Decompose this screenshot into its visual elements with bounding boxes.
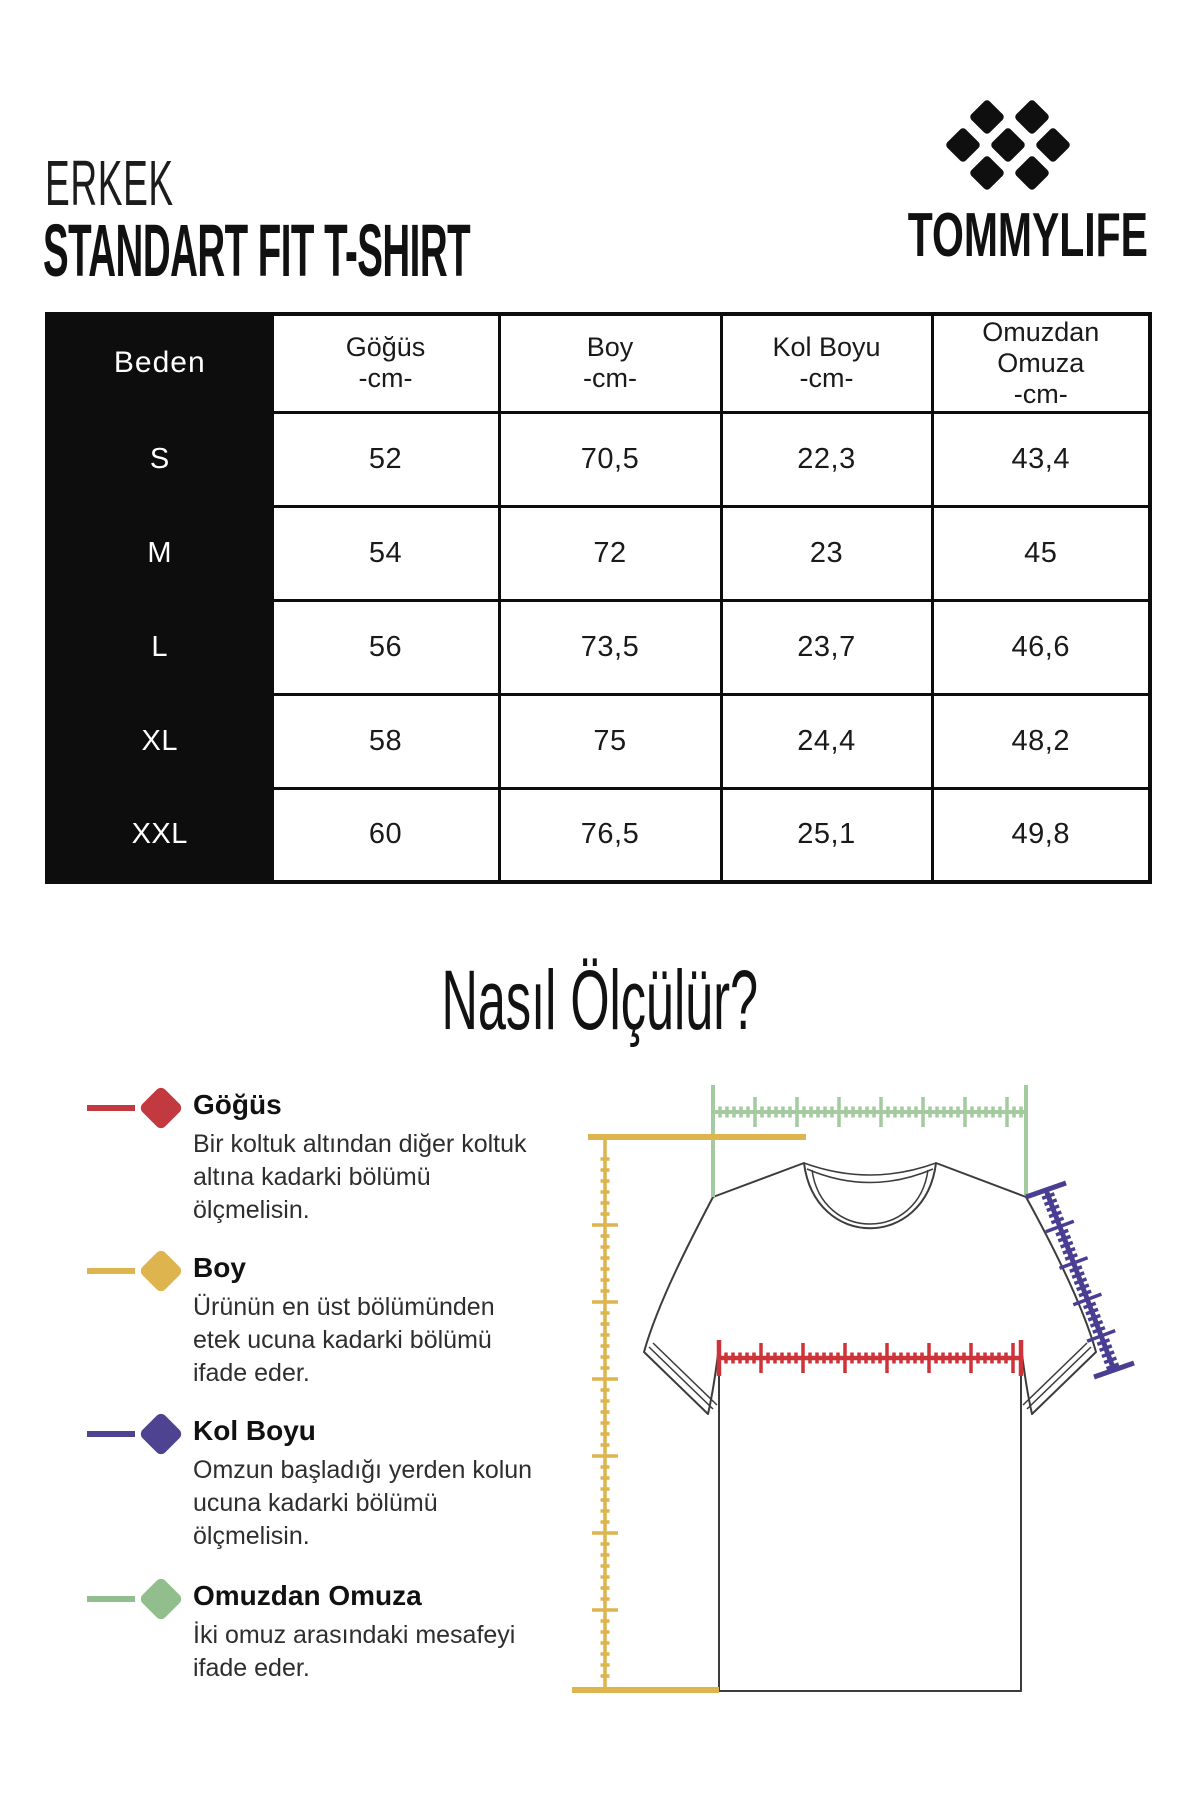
tshirt-outline	[643, 1162, 1097, 1692]
value-cell: 25,1	[719, 786, 934, 884]
value-cell: 22,3	[719, 410, 934, 508]
value-cell: 70,5	[497, 410, 723, 508]
legend-item-shoulder: Omuzdan Omuza İki omuz arasındaki mesafe…	[85, 1578, 545, 1685]
legend-item-sleeve: Kol Boyu Omzun başladığı yerden kolun uc…	[85, 1413, 545, 1553]
value-cell: 45	[930, 504, 1152, 602]
size-column-header: Beden	[45, 312, 274, 414]
legend-description: Ürünün en üst bölümünden etek ucuna kada…	[193, 1292, 495, 1387]
chest-diamond-icon	[87, 1087, 182, 1129]
brand-name: TOMMYLIFE	[907, 201, 1148, 270]
sleeve-diamond-icon	[87, 1413, 182, 1455]
value-cell: 73,5	[497, 598, 723, 696]
table-row: XL 58 75 24,4 48,2	[45, 692, 1152, 790]
legend-name: Kol Boyu	[193, 1415, 316, 1446]
value-cell: 76,5	[497, 786, 723, 884]
value-cell: 72	[497, 504, 723, 602]
value-cell: 75	[497, 692, 723, 790]
value-cell: 48,2	[930, 692, 1152, 790]
value-cell: 56	[270, 598, 501, 696]
legend-item-chest: Göğüs Bir koltuk altından diğer koltuk a…	[85, 1087, 545, 1227]
size-table: Beden Göğüs -cm- Boy -cm- Kol Boyu -cm- …	[45, 312, 1152, 884]
size-label: XL	[45, 692, 274, 790]
value-cell: 46,6	[930, 598, 1152, 696]
shoulder-diamond-icon	[87, 1578, 182, 1620]
column-header-chest: Göğüs -cm-	[270, 312, 501, 414]
legend-description: Bir koltuk altından diğer koltuk altına …	[193, 1129, 527, 1224]
value-cell: 58	[270, 692, 501, 790]
legend-description: İki omuz arasındaki mesafeyi ifade eder.	[193, 1620, 516, 1682]
table-row: XXL 60 76,5 25,1 49,8	[45, 786, 1152, 884]
legend-name: Boy	[193, 1252, 246, 1283]
category-label: ERKEK	[45, 147, 174, 219]
value-cell: 23,7	[719, 598, 934, 696]
chest-ruler	[716, 1340, 1024, 1376]
size-label: XXL	[45, 786, 274, 884]
sleeve-ruler	[1025, 1180, 1135, 1380]
value-cell: 49,8	[930, 786, 1152, 884]
shoulder-ruler	[711, 1085, 1028, 1197]
table-row: M 54 72 23 45	[45, 504, 1152, 602]
value-cell: 24,4	[719, 692, 934, 790]
column-header-shoulder: Omuzdan Omuza -cm-	[930, 312, 1152, 414]
legend-item-length: Boy Ürünün en üst bölümünden etek ucuna …	[85, 1250, 545, 1390]
value-cell: 60	[270, 786, 501, 884]
length-ruler	[572, 1134, 806, 1693]
page-title: STANDART FIT T-SHIRT	[43, 209, 471, 292]
column-header-length: Boy -cm-	[497, 312, 723, 414]
table-header-row: Beden Göğüs -cm- Boy -cm- Kol Boyu -cm- …	[45, 312, 1152, 414]
tshirt-measurement-diagram	[572, 1085, 1135, 1693]
value-cell: 43,4	[930, 410, 1152, 508]
legend-description: Omzun başladığı yerden kolun ucuna kadar…	[193, 1455, 533, 1550]
size-label: L	[45, 598, 274, 696]
column-header-sleeve: Kol Boyu -cm-	[719, 312, 934, 414]
value-cell: 54	[270, 504, 501, 602]
legend-name: Göğüs	[193, 1089, 282, 1120]
legend-name: Omuzdan Omuza	[193, 1580, 422, 1611]
length-diamond-icon	[87, 1250, 182, 1292]
table-row: S 52 70,5 22,3 43,4	[45, 410, 1152, 508]
guide-title: Nasıl Ölçülür?	[441, 953, 759, 1047]
value-cell: 23	[719, 504, 934, 602]
table-row: L 56 73,5 23,7 46,6	[45, 598, 1152, 696]
size-label: S	[45, 410, 274, 508]
size-label: M	[45, 504, 274, 602]
tommylife-logo-icon	[946, 100, 1070, 190]
value-cell: 52	[270, 410, 501, 508]
